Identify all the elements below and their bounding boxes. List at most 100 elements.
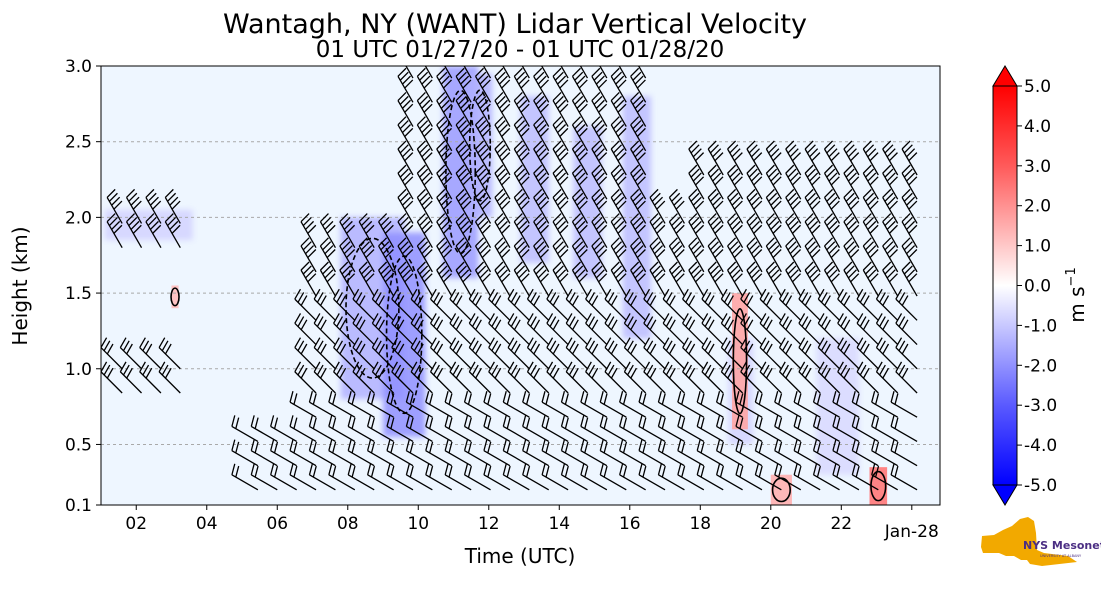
wind-barb-flag [812,391,818,403]
wind-barb-flag [782,316,789,327]
wind-barb [765,213,782,248]
wind-barb-flag [613,265,622,275]
wind-barb-flag [576,220,586,230]
wind-barb-flag [890,463,895,476]
wind-barb-staff [352,322,375,345]
wind-barb [630,164,647,200]
wind-barb-flag [634,99,644,109]
wind-barb-flag [397,319,405,331]
wind-barb-flag [554,265,564,275]
wind-barb [882,261,899,297]
wind-barb-flag [518,269,528,279]
wind-barb-flag [789,269,799,279]
wind-barb-flag [560,391,566,403]
wind-barb [895,337,918,370]
wind-barb-flag [423,79,433,89]
wind-barb [837,361,860,394]
wind-barb-flag [520,103,530,113]
wind-barb-flag [574,192,584,202]
wind-barb-flag [477,95,487,105]
wind-barb-staff [623,371,647,394]
wind-barb-flag [300,261,310,271]
wind-barb [871,415,899,442]
wind-barb-staff [688,197,705,224]
wind-barb-flag [743,340,751,352]
wind-barb-flag [770,196,780,206]
wind-barb-staff [876,298,899,321]
wind-barb-staff [571,172,589,200]
wind-barb-flag [714,152,724,162]
wind-barb [727,188,744,224]
wind-barb [533,261,550,297]
wind-barb-flag [467,417,472,429]
wind-barb-flag [429,417,434,429]
wind-barb-flag [518,172,528,182]
wind-barb-flag [804,295,812,306]
wind-barb [643,288,666,321]
wind-barb-staff [339,269,356,297]
wind-barb-flag [901,319,909,331]
wind-barb-flag [516,144,526,154]
wind-barb-staff [901,148,918,176]
wind-barb [630,261,647,297]
wind-barb-flag [585,313,592,324]
wind-barb-flag [890,439,895,451]
wind-barb-flag [843,319,851,331]
wind-barb [727,164,744,200]
wind-barb-staff [619,401,646,418]
wind-barb-flag [820,316,828,327]
wind-barb-staff [455,172,472,200]
wind-barb-flag [787,265,797,275]
wind-barb-flag [491,316,499,327]
wind-barb [785,140,802,176]
wind-barb [416,67,433,103]
wind-barb-flag [463,391,469,403]
wind-barb-flag [865,168,875,178]
wind-barb [571,140,589,176]
wind-barb-staff [677,401,705,418]
wind-barb [444,391,472,418]
wind-barb-flag [806,241,816,251]
wind-barb-staff [319,221,336,248]
wind-barb-flag [770,220,780,230]
wind-barb-flag [333,361,340,373]
wind-barb-flag [661,417,666,429]
wind-barb-staff [630,100,647,127]
wind-barb-staff [416,221,433,248]
wind-barb-flag [410,361,418,373]
wind-barb-staff [746,221,763,248]
wind-barb [774,391,802,418]
wind-barb [682,337,705,370]
wind-barb [522,439,550,467]
wind-barb [778,313,802,345]
wind-barb-flag [438,241,448,251]
wind-barb-flag [535,71,545,81]
wind-barb-staff [852,474,879,491]
wind-barb-flag [836,417,841,429]
wind-barb-flag [591,367,599,379]
wind-barb-staff [358,245,375,273]
wind-barb-staff [701,298,724,321]
wind-barb-flag [700,441,705,454]
wind-barb [630,92,647,127]
wind-barb-staff [677,450,705,467]
wind-barb-flag [828,148,838,158]
wind-barb-flag [622,441,628,454]
wind-barb-flag [843,140,853,150]
wind-barb [552,213,569,248]
wind-barb-staff [817,322,840,345]
wind-barb [410,337,433,370]
wind-barb-flag [552,164,562,174]
wind-barb-flag [701,288,709,300]
wind-barb [502,439,530,467]
wind-barb-flag [479,220,489,230]
wind-barb-flag [533,140,543,150]
wind-barb-flag [231,439,236,451]
wind-barb-staff [464,425,491,442]
wind-barb-staff [436,172,453,200]
wind-barb-staff [250,474,278,491]
wind-barb-staff [591,100,608,127]
wind-barb-flag [762,364,770,376]
wind-barb-flag [888,200,898,210]
wind-barb [735,391,763,418]
